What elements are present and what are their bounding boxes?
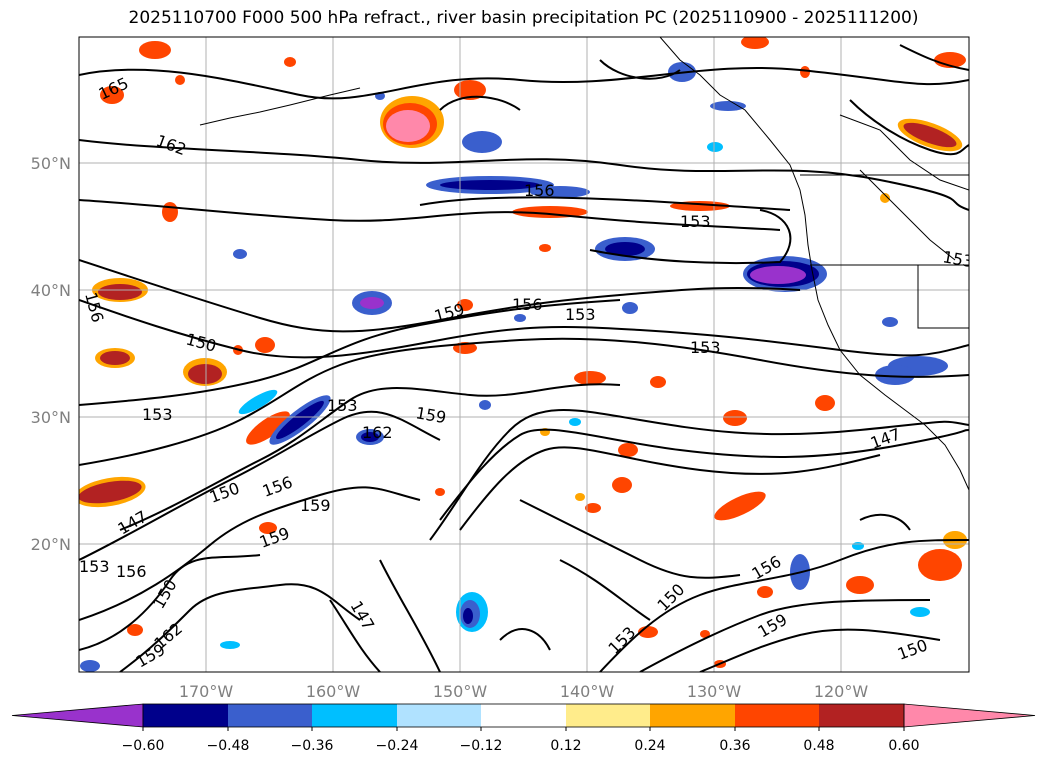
colorbar-extend-high <box>903 703 1036 728</box>
positive-patch-west <box>79 476 146 508</box>
map-title: 2025110700 F000 500 hPa refract., river … <box>128 8 919 28</box>
contour-label: 153 <box>565 305 596 324</box>
colorbar-extend-low <box>11 703 144 728</box>
lat-tick-label: 30°N <box>31 408 71 427</box>
positive-patch-nw <box>380 96 444 148</box>
colorbar: −0.60 −0.48 −0.36 −0.24 −0.12 0.12 0.24 … <box>11 703 1036 754</box>
plot-frame <box>78 36 970 673</box>
latitude-ticks: 50°N 40°N 30°N 20°N <box>31 154 71 554</box>
negative-patch-south <box>80 92 948 672</box>
colorbar-ticks <box>142 727 905 731</box>
contour-label: 159 <box>300 496 331 515</box>
gridlines <box>79 37 969 672</box>
contour-label: 153 <box>327 396 358 415</box>
longitude-ticks: 170°W 160°W 150°W 140°W 130°W 120°W <box>179 682 869 701</box>
lat-tick-label: 20°N <box>31 535 71 554</box>
coastlines <box>199 37 969 491</box>
colorbar-segment <box>819 704 904 727</box>
colorbar-tick-label: −0.36 <box>291 738 334 754</box>
colorbar-segment <box>312 704 397 727</box>
refractivity-contours <box>79 44 969 672</box>
colorbar-tick-label: 0.60 <box>888 738 919 754</box>
colorbar-tick-label: −0.12 <box>460 738 503 754</box>
lon-tick-label: 120°W <box>814 682 869 701</box>
lon-tick-label: 150°W <box>433 682 488 701</box>
colorbar-segment <box>228 704 312 727</box>
negative-patch-east <box>743 256 827 292</box>
precipitation-patches <box>79 37 967 672</box>
colorbar-segment <box>143 704 228 727</box>
contour-label: 156 <box>524 181 555 200</box>
contour-label: 153 <box>690 338 721 357</box>
colorbar-tick-label: −0.60 <box>122 738 165 754</box>
negative-patch-band <box>238 291 392 445</box>
colorbar-tick-label: 0.12 <box>550 738 581 754</box>
lon-tick-label: 130°W <box>687 682 742 701</box>
lon-tick-label: 170°W <box>179 682 234 701</box>
lon-tick-label: 140°W <box>560 682 615 701</box>
lat-tick-label: 50°N <box>31 154 71 173</box>
contour-label: 153 <box>142 405 173 424</box>
colorbar-segment <box>566 704 650 727</box>
colorbar-segment <box>397 704 481 727</box>
lat-tick-label: 40°N <box>31 281 71 300</box>
colorbar-segment <box>735 704 819 727</box>
colorbar-tick-label: 0.24 <box>634 738 665 754</box>
colorbar-segment <box>650 704 735 727</box>
positive-patch-north <box>100 37 966 152</box>
lon-tick-label: 160°W <box>306 682 361 701</box>
colorbar-tick-label: −0.48 <box>207 738 250 754</box>
contour-label: 162 <box>362 423 393 442</box>
contour-label: 156 <box>116 562 147 581</box>
contour-label: 153 <box>79 557 110 576</box>
colorbar-frame <box>142 703 905 728</box>
colorbar-tick-label: 0.36 <box>719 738 750 754</box>
contour-label: 153 <box>680 212 711 231</box>
contour-label: 156 <box>512 295 543 314</box>
colorbar-tick-label: 0.48 <box>803 738 834 754</box>
colorbar-tick-label: −0.24 <box>376 738 419 754</box>
colorbar-segment <box>481 704 566 727</box>
